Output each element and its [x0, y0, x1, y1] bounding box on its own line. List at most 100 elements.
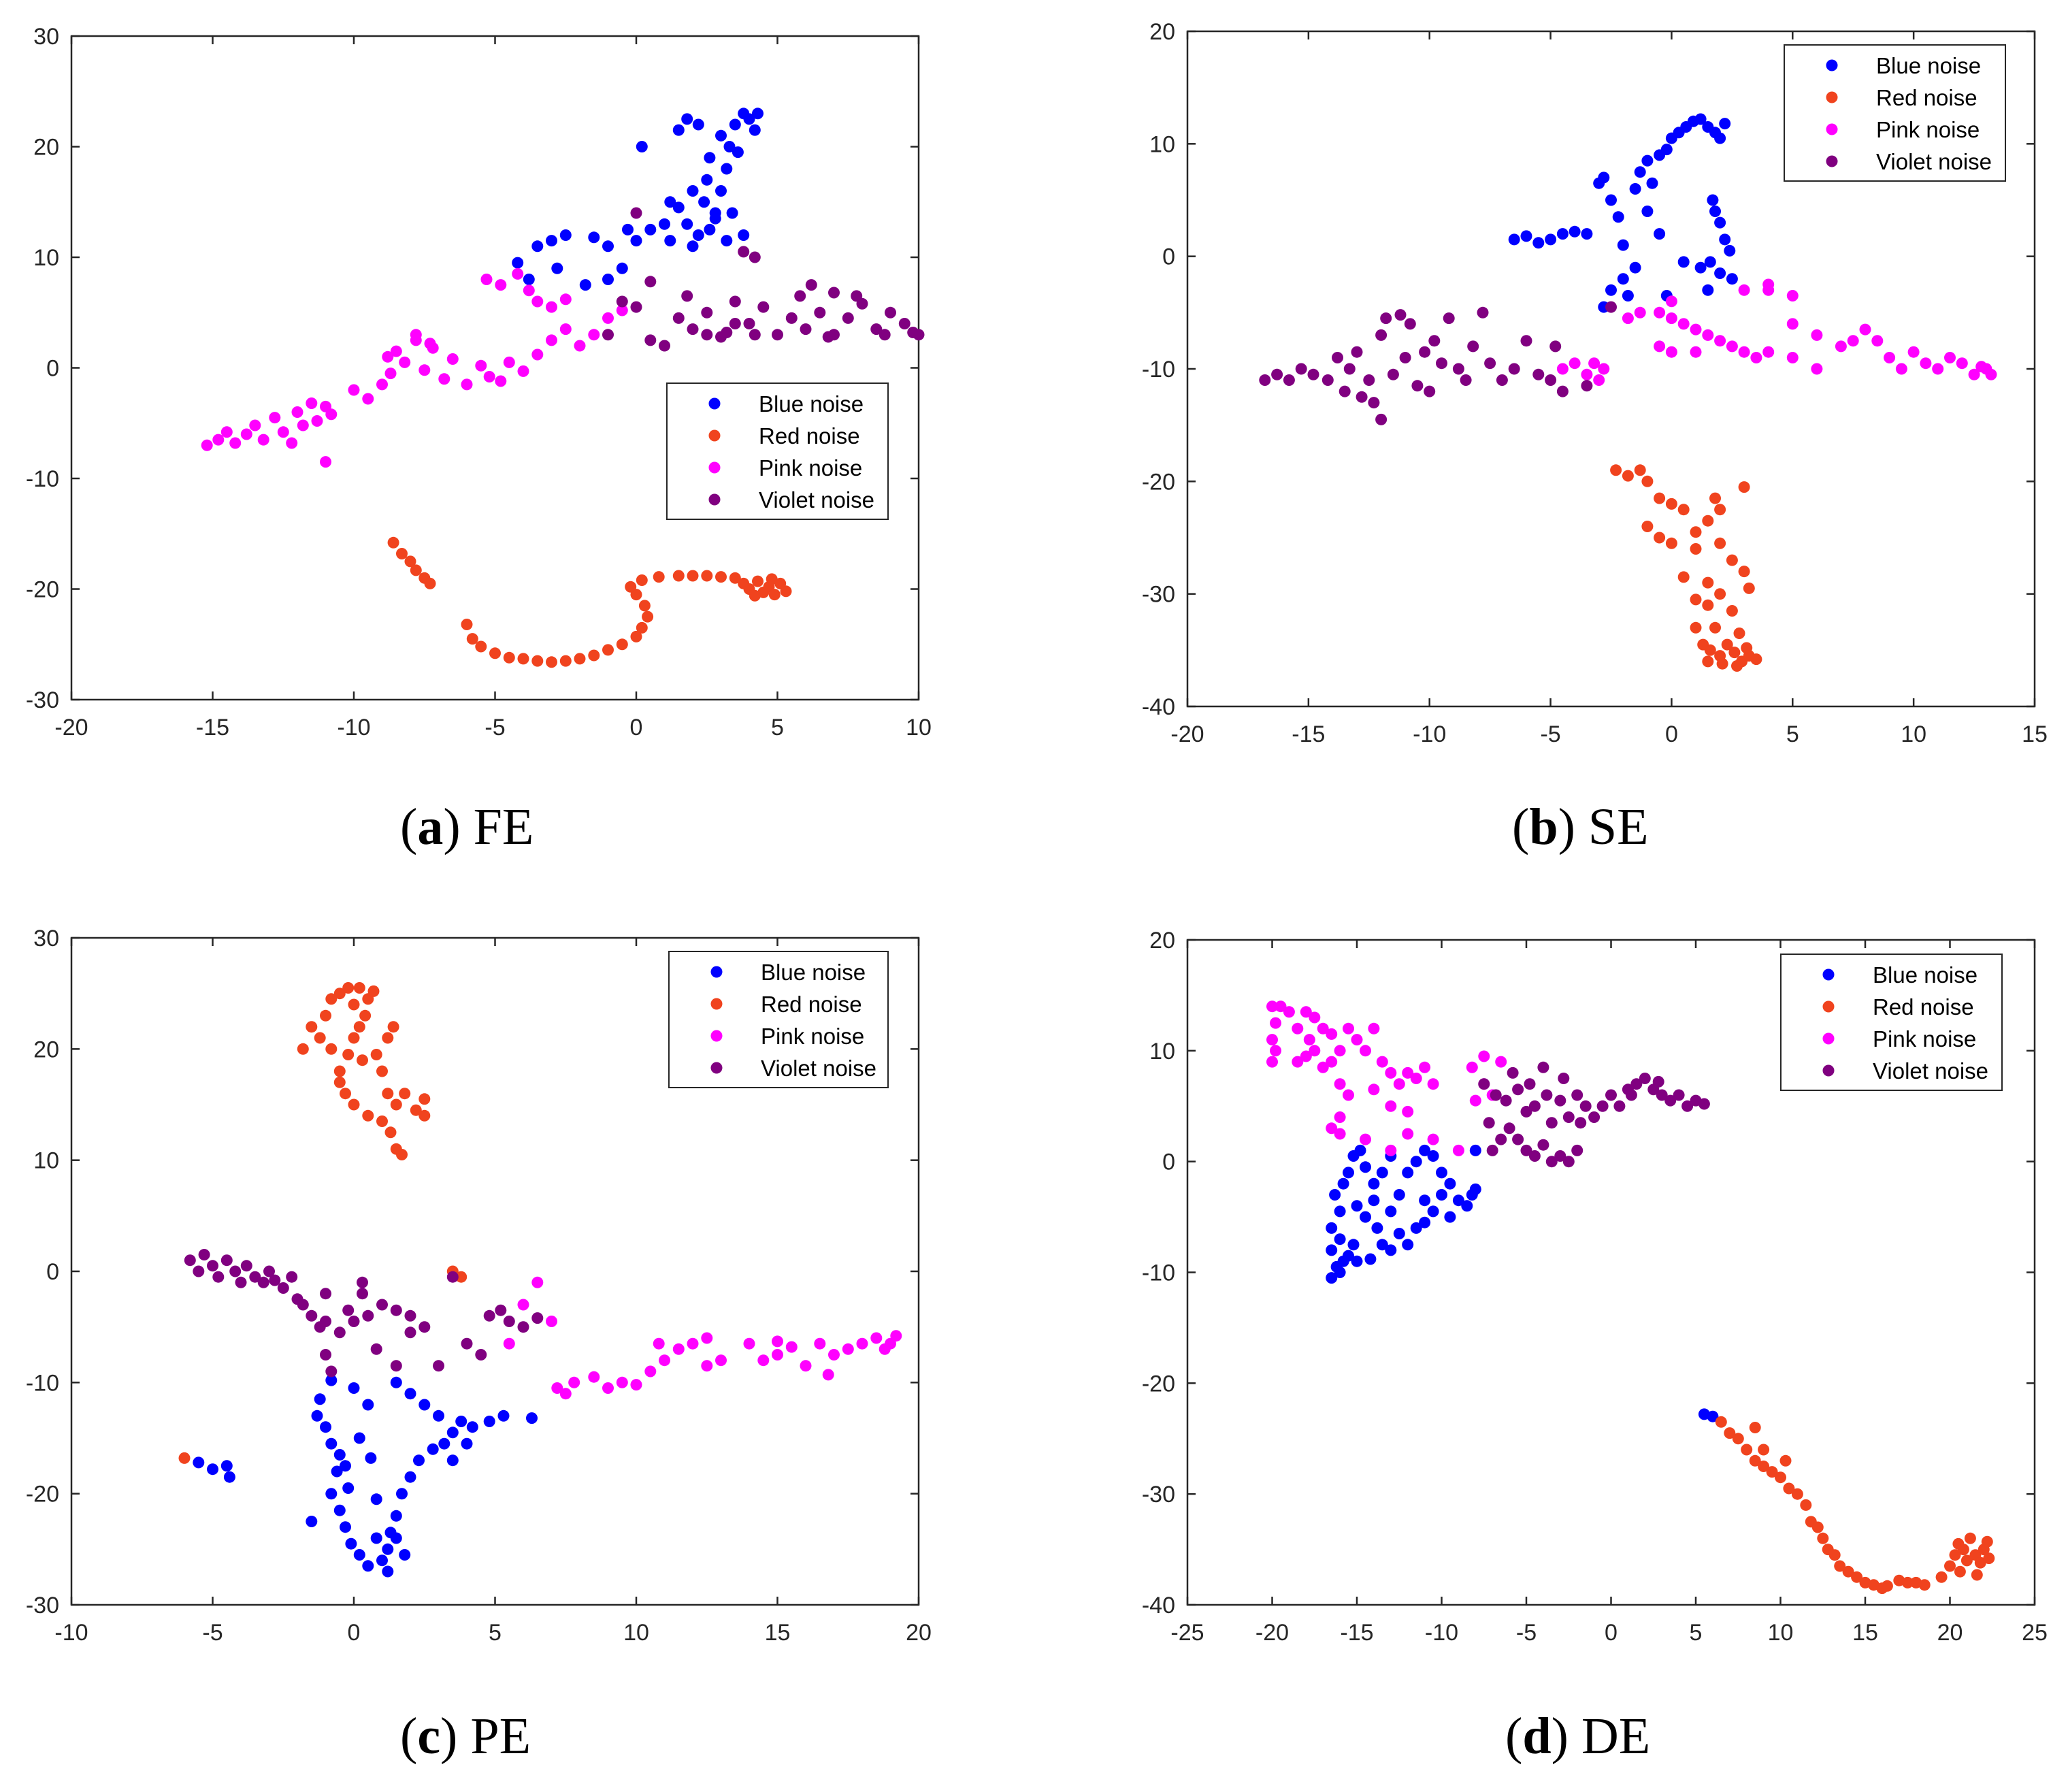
data-point: [1419, 1144, 1431, 1156]
data-point: [438, 373, 450, 385]
data-point: [1641, 475, 1654, 487]
data-point: [1707, 194, 1719, 206]
data-point: [311, 1410, 323, 1422]
data-point: [1960, 1554, 1973, 1567]
data-point: [749, 589, 761, 602]
data-point: [1677, 504, 1690, 516]
y-tick-label: -10: [1142, 357, 1175, 382]
data-point: [390, 1304, 402, 1316]
data-point: [743, 318, 755, 329]
data-point: [325, 1374, 338, 1386]
data-point: [1721, 638, 1733, 651]
data-point: [1343, 1022, 1354, 1035]
x-tick-label: 20: [1937, 1620, 1963, 1646]
data-point: [382, 1032, 394, 1044]
data-point: [588, 649, 600, 662]
data-point: [1528, 1100, 1541, 1112]
data-point: [752, 108, 764, 120]
data-point: [1800, 1499, 1812, 1511]
data-point: [1490, 1089, 1502, 1101]
legend-marker: [710, 1062, 723, 1074]
data-point: [1944, 352, 1956, 363]
data-point: [1528, 1150, 1541, 1162]
data-point: [1292, 1022, 1304, 1035]
data-point: [418, 1109, 431, 1122]
data-point: [1690, 346, 1702, 358]
data-point: [207, 1463, 218, 1476]
data-point: [353, 982, 365, 994]
data-point: [333, 1065, 346, 1077]
data-point: [193, 1456, 205, 1469]
x-tick-label: 5: [489, 1620, 502, 1646]
x-tick-label: -10: [54, 1620, 88, 1646]
x-tick-label: -5: [1516, 1620, 1537, 1646]
y-tick-label: -20: [26, 577, 59, 603]
data-point: [1545, 374, 1557, 386]
data-point: [1334, 1233, 1346, 1245]
data-point: [1726, 554, 1738, 566]
data-point: [362, 393, 374, 405]
data-point: [1419, 1216, 1431, 1228]
data-point: [1842, 1565, 1854, 1578]
data-point: [726, 207, 738, 219]
data-point: [1351, 1200, 1363, 1212]
x-tick-label: 20: [906, 1620, 932, 1646]
data-point: [1402, 1239, 1414, 1251]
caption-c-text: PE: [470, 1708, 531, 1765]
data-point: [1376, 1167, 1388, 1179]
data-point: [1300, 1006, 1312, 1018]
data-point: [461, 378, 473, 391]
data-point: [1283, 374, 1295, 386]
data-point: [1332, 352, 1343, 363]
data-point: [382, 1565, 394, 1578]
data-point: [390, 345, 402, 357]
data-point: [715, 185, 727, 197]
data-point: [1714, 588, 1726, 600]
data-point: [757, 1354, 770, 1367]
data-point: [320, 456, 331, 468]
data-point: [1598, 363, 1610, 375]
x-tick-label: 0: [1665, 721, 1678, 747]
data-point: [455, 1416, 467, 1427]
data-point: [1630, 1078, 1643, 1090]
data-point: [418, 1321, 431, 1333]
data-point: [687, 185, 699, 197]
data-point: [1436, 1167, 1447, 1179]
data-point: [805, 279, 817, 291]
legend-box: [1780, 954, 2003, 1091]
x-tick-label: 0: [348, 1620, 361, 1646]
data-point: [367, 985, 380, 997]
data-point: [240, 428, 252, 440]
legend-label: Violet noise: [1876, 149, 1992, 174]
data-point: [340, 1088, 351, 1100]
data-point: [399, 356, 411, 368]
data-point: [390, 1098, 402, 1111]
data-point: [1404, 318, 1416, 330]
series-violet-noise: [1478, 1061, 1710, 1168]
data-point: [370, 1343, 382, 1355]
data-point: [1811, 329, 1823, 341]
data-point: [446, 1271, 459, 1283]
data-point: [743, 113, 755, 125]
data-point: [325, 1365, 338, 1378]
x-tick-label: 15: [1852, 1620, 1878, 1646]
caption-a-letter: a: [417, 798, 444, 856]
legend-label: Blue noise: [1876, 53, 1981, 78]
data-point: [382, 1543, 394, 1555]
data-point: [659, 218, 670, 230]
data-point: [286, 437, 298, 449]
series-blue-noise: [193, 1374, 538, 1578]
data-point: [1394, 309, 1407, 321]
data-point: [1266, 1000, 1278, 1013]
data-point: [376, 1554, 388, 1567]
data-point: [842, 1343, 854, 1355]
data-point: [340, 1460, 351, 1472]
data-point: [357, 1054, 368, 1066]
data-point: [370, 1049, 382, 1060]
data-point: [357, 1288, 368, 1300]
data-point: [1461, 1200, 1473, 1212]
data-point: [1762, 346, 1775, 358]
data-point: [376, 378, 388, 391]
data-point: [348, 1098, 360, 1111]
data-point: [1719, 118, 1731, 130]
